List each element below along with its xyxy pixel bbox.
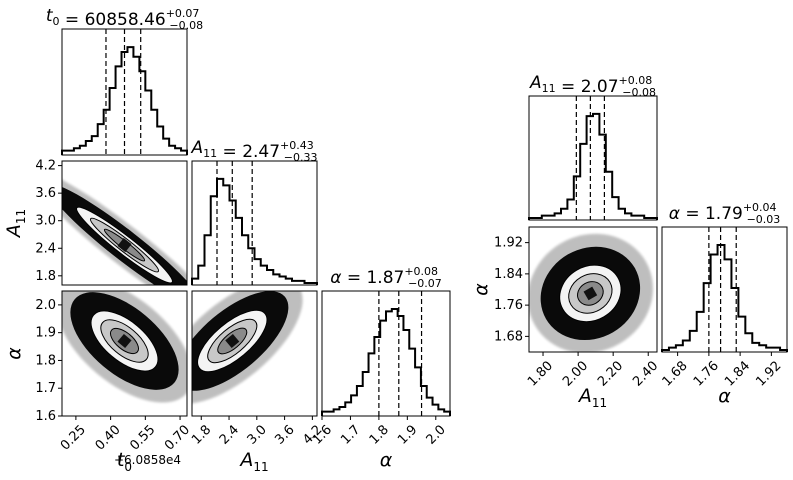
ytick-label-0-2-0: 1.6 [35, 409, 56, 424]
ytick-label-1-1-3: 1.92 [494, 236, 523, 251]
yaxis-label-1-1: α [470, 283, 492, 296]
density-0-2-1 [192, 291, 303, 404]
yaxis-label-0-1: A11 [3, 209, 28, 239]
density-1-1-0 [529, 233, 653, 352]
ytick-label-1-1-0: 1.68 [494, 329, 523, 344]
xtick-label-0-2-3: 1.9 [395, 422, 420, 447]
xtick-label-1-1-0: 1.68 [660, 358, 691, 389]
xtick-label-0-1-0: 1.8 [189, 422, 214, 447]
xtick-label-0-1-3: 3.6 [272, 422, 297, 447]
density-peak [225, 333, 240, 349]
xtick-label-0-0-3: 0.70 [162, 422, 193, 453]
ytick-label-0-1-0: 1.8 [35, 269, 56, 284]
panel-border [61, 290, 188, 417]
ytick-label-0-1-4: 4.2 [35, 159, 56, 174]
ytick-label-1-1-2: 1.84 [494, 267, 523, 282]
xaxis-label-0-0: t0 [117, 449, 132, 474]
xaxis-label-1-1: α [718, 385, 731, 407]
panel-border [61, 160, 188, 286]
panel-2d-0-1-0 [61, 160, 188, 286]
panel-2d-0-2-0 [61, 290, 188, 417]
density-peak [117, 333, 132, 349]
hist-title-0-2: α = 1.87+0.08 −0.07 [330, 265, 442, 290]
hist-step-0-2 [321, 308, 451, 416]
xtick-label-1-0-3: 2.40 [630, 358, 661, 389]
xtick-label-0-0-2: 0.55 [127, 422, 158, 453]
panel-2d-0-2-1 [191, 290, 318, 417]
xaxis-label-0-2: α [380, 449, 393, 471]
yaxis-label-0-2: α [3, 347, 25, 360]
xaxis-offset-label: +6.0858e4 [114, 453, 181, 467]
xtick-label-0-0-0: 0.25 [58, 422, 89, 453]
xtick-label-0-2-1: 1.7 [338, 422, 363, 447]
panel-hist-0-1 [191, 160, 318, 286]
hist-title-1-1: α = 1.79+0.04 −0.03 [669, 201, 781, 226]
ytick-label-0-2-3: 1.9 [35, 326, 56, 341]
density-0-1-0 [62, 168, 187, 285]
ytick-label-0-2-4: 2.0 [35, 298, 56, 313]
hist-step-0-1 [191, 177, 318, 285]
xaxis-label-1-0: A11 [577, 385, 607, 410]
xaxis-label-0-1: A11 [238, 449, 268, 474]
ytick-label-0-1-1: 2.4 [35, 241, 56, 256]
xtick-label-1-1-3: 1.92 [753, 358, 784, 389]
hist-step-1-0 [528, 112, 658, 220]
xtick-label-0-1-2: 3.0 [245, 422, 270, 447]
hist-step-0-0 [61, 46, 188, 155]
ytick-label-1-1-1: 1.76 [494, 298, 523, 313]
ytick-label-0-1-2: 3.0 [35, 214, 56, 229]
xtick-label-1-0-2: 2.20 [595, 358, 626, 389]
hist-step-1-1 [661, 244, 788, 352]
ytick-label-0-2-2: 1.8 [35, 353, 56, 368]
xtick-label-0-2-4: 2.0 [424, 422, 449, 447]
xtick-label-0-1-1: 2.4 [217, 422, 242, 447]
panel-2d-1-1-0 [528, 226, 658, 353]
density-peak [117, 238, 132, 253]
hist-title-1-0: A11 = 2.07+0.08 −0.08 [529, 73, 656, 99]
ytick-label-0-2-1: 1.7 [35, 381, 56, 396]
panel-border [191, 290, 318, 417]
density-peak [583, 286, 598, 301]
xtick-label-0-2-2: 1.8 [367, 422, 392, 447]
xtick-label-1-0-0: 1.80 [525, 358, 556, 389]
density-0-2-0 [62, 291, 187, 403]
ytick-label-0-1-3: 3.6 [35, 186, 56, 201]
hist-title-0-0: t0 = 60858.46+0.07 −0.08 [46, 6, 203, 32]
panel-border [528, 226, 658, 353]
hist-title-0-1: A11 = 2.47+0.43 −0.33 [191, 138, 318, 164]
